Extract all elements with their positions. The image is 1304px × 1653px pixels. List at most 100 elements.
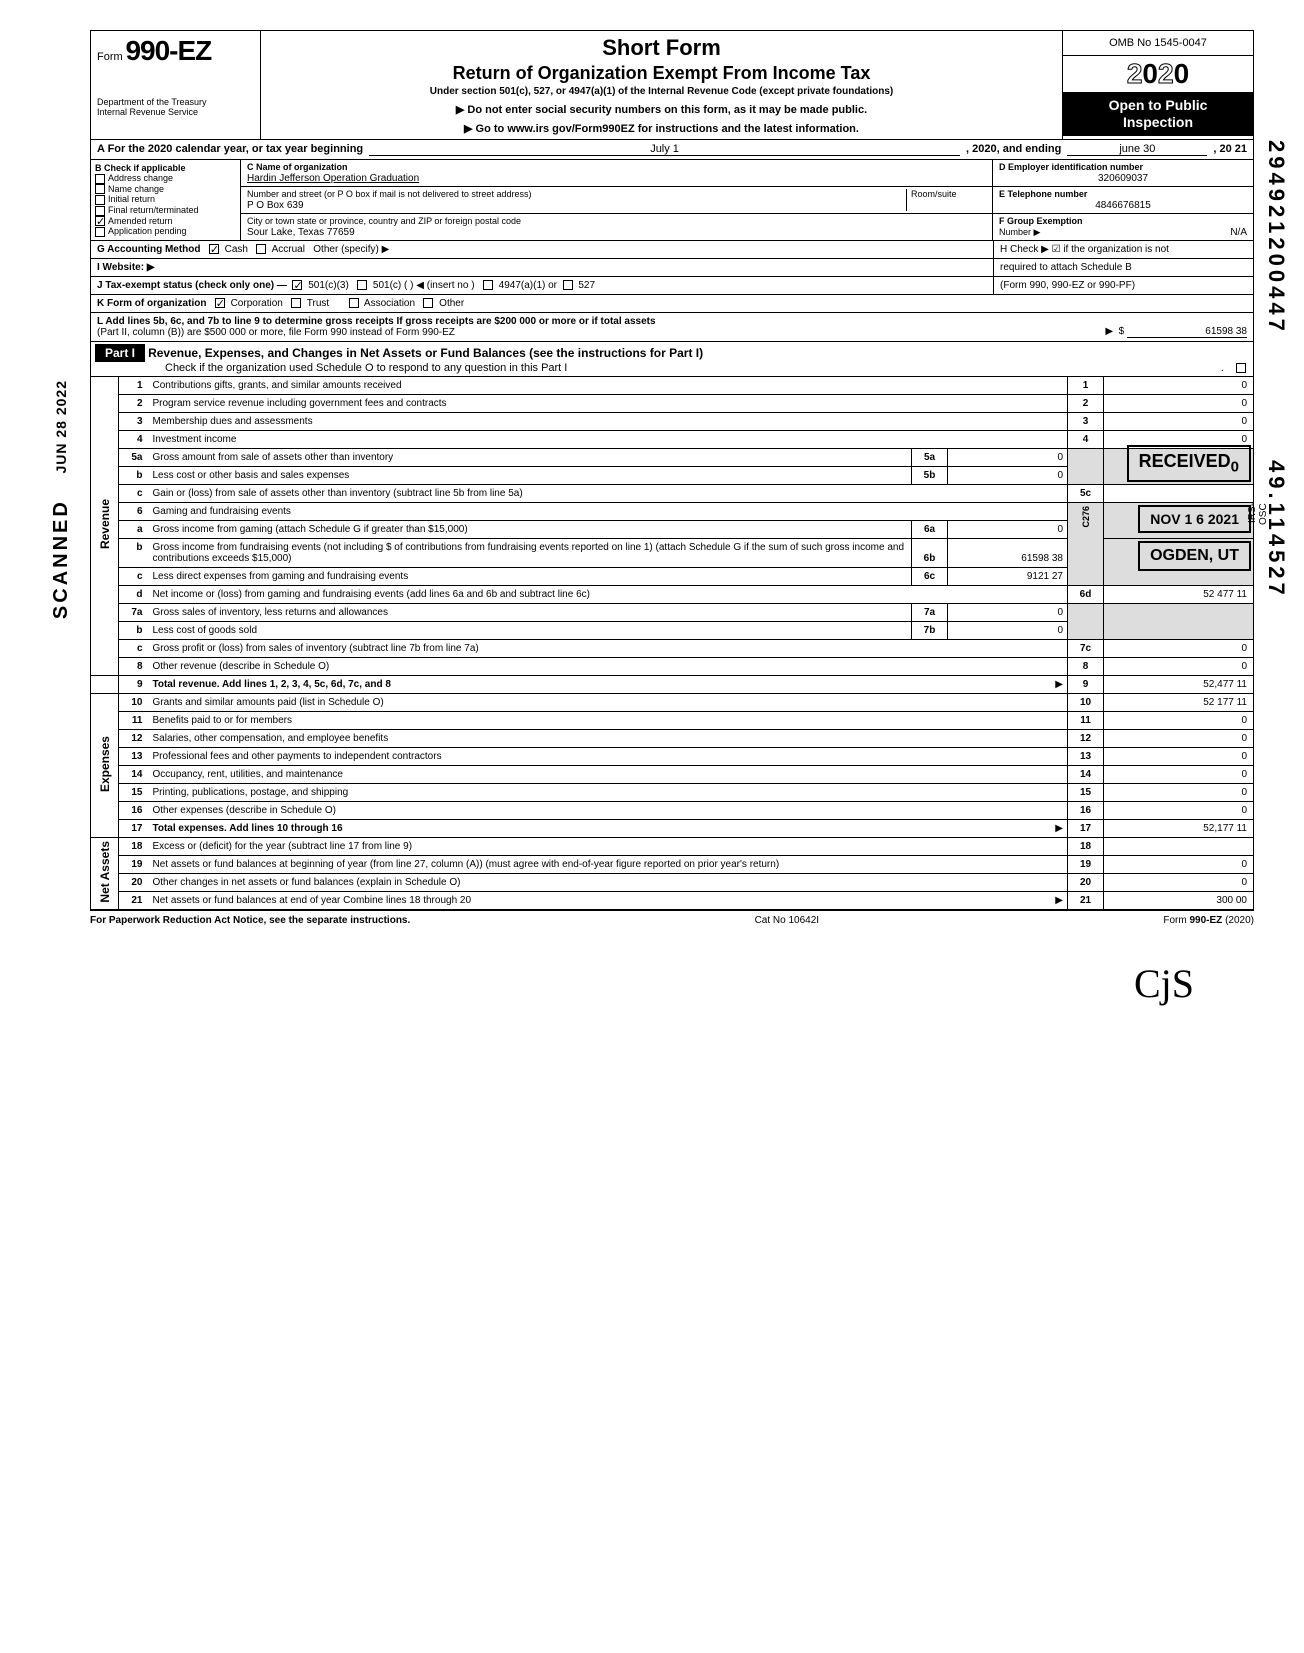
phone-value: 4846676815	[999, 200, 1247, 211]
desc-6d: Net income or (loss) from gaming and fun…	[149, 586, 1068, 604]
ln-1: 1	[119, 377, 149, 395]
desc-5a: Gross amount from sale of assets other t…	[149, 449, 912, 467]
label-C-city: City or town state or province, country …	[247, 216, 521, 226]
label-H2: required to attach Schedule B	[1000, 262, 1132, 273]
desc-21: Net assets or fund balances at end of ye…	[153, 895, 472, 906]
check-assoc[interactable]	[349, 298, 359, 308]
dept-treasury: Department of the Treasury	[97, 97, 254, 107]
val-2: 0	[1104, 395, 1254, 413]
gross-receipts: 61598 38	[1127, 326, 1247, 338]
label-G: G Accounting Method	[97, 244, 201, 255]
year-end: june 30	[1067, 143, 1207, 156]
val-5a: 0	[948, 449, 1068, 467]
open-to-public: Open to Public	[1065, 97, 1251, 114]
ein-value: 320609037	[999, 173, 1247, 184]
val-9: 52,477 11	[1104, 676, 1254, 694]
check-527[interactable]	[563, 280, 573, 290]
form-subtitle: Under section 501(c), 527, or 4947(a)(1)…	[267, 86, 1056, 97]
org-address: P O Box 639	[247, 200, 304, 211]
desc-8: Other revenue (describe in Schedule O)	[149, 658, 1068, 676]
check-final[interactable]: Final return/terminated	[95, 205, 236, 216]
part1-title: Revenue, Expenses, and Changes in Net As…	[148, 346, 703, 360]
label-room: Room/suite	[911, 189, 957, 199]
check-cash[interactable]	[209, 244, 219, 254]
check-501c3[interactable]	[292, 280, 302, 290]
label-A-mid: , 2020, and ending	[966, 143, 1061, 156]
desc-2: Program service revenue including govern…	[149, 395, 1068, 413]
check-schedule-o[interactable]	[1236, 363, 1246, 373]
label-E: E Telephone number	[999, 189, 1087, 199]
L-dollar: $	[1119, 326, 1125, 337]
val-6c: 9121 27	[948, 568, 1068, 586]
check-name[interactable]: Name change	[95, 184, 236, 195]
label-B: B Check if applicable	[95, 163, 236, 173]
desc-6a: Gross income from gaming (attach Schedul…	[149, 521, 912, 539]
desc-14: Occupancy, rent, utilities, and maintena…	[149, 766, 1068, 784]
val-16: 0	[1104, 802, 1254, 820]
label-H: H Check ▶ ☑ if the organization is not	[1000, 244, 1169, 255]
desc-17: Total expenses. Add lines 10 through 16	[153, 823, 343, 834]
check-trust[interactable]	[291, 298, 301, 308]
val-5c	[1104, 485, 1254, 503]
desc-7c: Gross profit or (loss) from sales of inv…	[149, 640, 1068, 658]
org-city: Sour Lake, Texas 77659	[247, 227, 355, 238]
check-amended[interactable]: Amended return	[95, 216, 236, 227]
desc-7a: Gross sales of inventory, less returns a…	[149, 604, 912, 622]
val-14: 0	[1104, 766, 1254, 784]
check-corp[interactable]	[215, 298, 225, 308]
dept-irs: Internal Revenue Service	[97, 107, 254, 117]
desc-6b: Gross income from fundraising events (no…	[149, 539, 912, 568]
desc-1: Contributions gifts, grants, and similar…	[149, 377, 1068, 395]
desc-7b: Less cost of goods sold	[149, 622, 912, 640]
val-7b: 0	[948, 622, 1068, 640]
inspection-label: Inspection	[1065, 114, 1251, 131]
year-begin: July 1	[369, 143, 960, 156]
val-5b: 0	[948, 467, 1068, 485]
val-3: 0	[1104, 413, 1254, 431]
label-D: D Employer identification number	[999, 162, 1143, 172]
val-6b: 61598 38	[948, 539, 1068, 568]
check-other-org[interactable]	[423, 298, 433, 308]
val-13: 0	[1104, 748, 1254, 766]
part1-label: Part I	[95, 344, 145, 362]
signature: CjS	[90, 960, 1194, 1007]
val-11: 0	[1104, 712, 1254, 730]
instruction-ssn: ▶ Do not enter social security numbers o…	[267, 103, 1056, 116]
desc-12: Salaries, other compensation, and employ…	[149, 730, 1068, 748]
label-I: I Website: ▶	[97, 262, 155, 273]
label-L2: (Part II, column (B)) are $500 000 or mo…	[97, 327, 455, 338]
check-4947[interactable]	[483, 280, 493, 290]
val-15: 0	[1104, 784, 1254, 802]
stamp-c276: C276	[1081, 506, 1091, 528]
val-7c: 0	[1104, 640, 1254, 658]
instruction-url: ▶ Go to www.irs gov/Form990EZ for instru…	[267, 122, 1056, 135]
check-pending[interactable]: Application pending	[95, 226, 236, 237]
desc-5c: Gain or (loss) from sale of assets other…	[149, 485, 1068, 503]
desc-6: Gaming and fundraising events	[149, 503, 1068, 521]
val-19: 0	[1104, 856, 1254, 874]
check-initial[interactable]: Initial return	[95, 194, 236, 205]
label-J: J Tax-exempt status (check only one) —	[97, 280, 287, 291]
val-8: 0	[1104, 658, 1254, 676]
val-20: 0	[1104, 874, 1254, 892]
label-K: K Form of organization	[97, 298, 206, 309]
label-H3: (Form 990, 990-EZ or 990-PF)	[1000, 280, 1135, 291]
L-arrow: ▶	[1105, 326, 1113, 337]
label-C: C Name of organization	[247, 162, 348, 172]
val-10: 52 177 11	[1104, 694, 1254, 712]
footer-paperwork: For Paperwork Reduction Act Notice, see …	[90, 915, 410, 926]
val-12: 0	[1104, 730, 1254, 748]
tax-year: 2020	[1063, 56, 1253, 92]
side-revenue: Revenue	[98, 499, 112, 549]
scanned-stamp: SCANNED	[50, 499, 72, 619]
desc-16: Other expenses (describe in Schedule O)	[149, 802, 1068, 820]
side-expenses: Expenses	[98, 736, 112, 792]
check-501c[interactable]	[357, 280, 367, 290]
scan-date: JUN 28 2022	[53, 380, 69, 474]
group-exemption: N/A	[1230, 227, 1247, 238]
desc-4: Investment income	[149, 431, 1068, 449]
stamp-ogden: OGDEN, UT	[1138, 541, 1251, 571]
check-address[interactable]: Address change	[95, 173, 236, 184]
form-prefix: Form	[97, 51, 123, 63]
check-accrual[interactable]	[256, 244, 266, 254]
